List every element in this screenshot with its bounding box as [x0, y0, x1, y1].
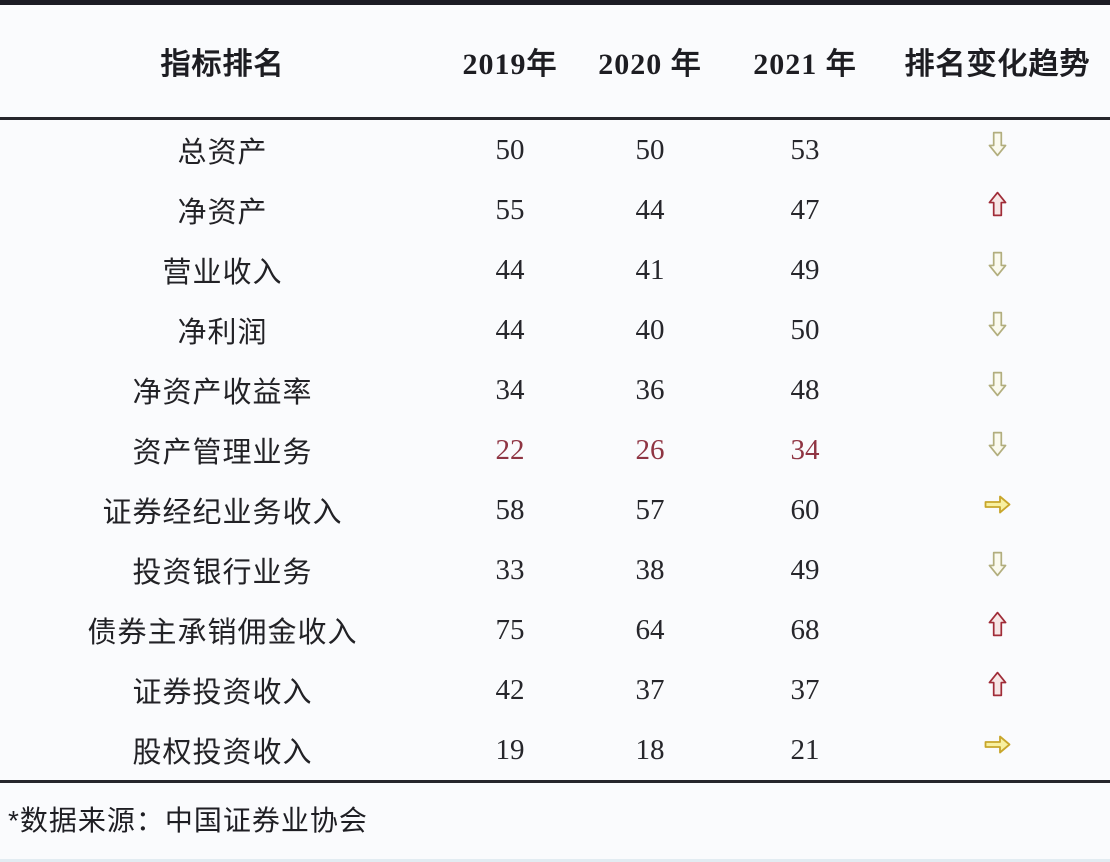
rank-2019-value: 50 — [495, 133, 525, 166]
rank-2021-value: 49 — [790, 253, 820, 286]
rank-2021-value: 60 — [790, 493, 820, 526]
trend-cell — [885, 191, 1110, 223]
table-row: 总资产 50 50 53 — [0, 120, 1110, 180]
trend-cell — [885, 735, 1110, 760]
row-indicator-label: 净资产收益率 — [132, 377, 313, 409]
rank-2019-value: 44 — [495, 253, 525, 286]
down-arrow-icon — [988, 251, 1007, 277]
rank-2020-value: 18 — [635, 733, 665, 766]
down-arrow-icon — [988, 131, 1007, 157]
rank-2019-value: 44 — [495, 313, 525, 346]
down-arrow-icon — [988, 431, 1007, 457]
top-border-strip — [0, 0, 1110, 5]
rank-2020-value: 64 — [635, 613, 665, 646]
trend-cell — [885, 311, 1110, 343]
rank-2019-value: 22 — [495, 433, 525, 466]
rank-2019-value: 42 — [495, 673, 525, 706]
table-row: 股权投资收入 19 18 21 — [0, 720, 1110, 780]
rank-2020-value: 40 — [635, 313, 665, 346]
trend-cell — [885, 671, 1110, 703]
down-arrow-icon — [988, 551, 1007, 577]
up-arrow-icon — [988, 191, 1007, 217]
trend-cell — [885, 371, 1110, 403]
table-row: 营业收入 44 41 49 — [0, 240, 1110, 300]
rank-2021-value: 34 — [790, 433, 820, 466]
row-indicator-label: 股权投资收入 — [132, 737, 313, 769]
up-arrow-icon — [988, 671, 1007, 697]
table-row: 证券经纪业务收入 58 57 60 — [0, 480, 1110, 540]
table-header-row: 指标排名 2019年 2020 年 2021 年 排名变化趋势 — [0, 5, 1110, 120]
bottom-border-strip — [0, 859, 1110, 862]
trend-cell — [885, 495, 1110, 520]
table-row: 净资产收益率 34 36 48 — [0, 360, 1110, 420]
table-row: 净资产 55 44 47 — [0, 180, 1110, 240]
rank-2021-value: 50 — [790, 313, 820, 346]
table-row: 投资银行业务 33 38 49 — [0, 540, 1110, 600]
rank-2020-value: 44 — [635, 193, 665, 226]
row-indicator-label: 总资产 — [177, 137, 268, 169]
rank-2019-value: 33 — [495, 553, 525, 586]
table-footer: *数据来源：中国证券业协会 — [0, 780, 1110, 855]
rank-2020-value: 37 — [635, 673, 665, 706]
row-indicator-label: 债券主承销佣金收入 — [87, 617, 358, 649]
header-trend: 排名变化趋势 — [904, 48, 1091, 81]
table-row: 净利润 44 40 50 — [0, 300, 1110, 360]
row-indicator-label: 资产管理业务 — [132, 437, 313, 469]
right-arrow-icon — [984, 735, 1011, 753]
trend-cell — [885, 551, 1110, 583]
rank-2019-value: 34 — [495, 373, 525, 406]
table-body: 总资产 50 50 53 净资产 55 44 47 营业收入 44 41 49 … — [0, 120, 1110, 780]
rank-2021-value: 48 — [790, 373, 820, 406]
table-row: 债券主承销佣金收入 75 64 68 — [0, 600, 1110, 660]
header-2021: 2021 年 — [753, 48, 857, 81]
header-2019: 2019年 — [462, 48, 558, 81]
rank-2019-value: 75 — [495, 613, 525, 646]
right-arrow-icon — [984, 495, 1011, 513]
rank-2021-value: 49 — [790, 553, 820, 586]
rank-2019-value: 55 — [495, 193, 525, 226]
table-row: 资产管理业务 22 26 34 — [0, 420, 1110, 480]
trend-cell — [885, 431, 1110, 463]
rank-2020-value: 26 — [635, 433, 665, 466]
row-indicator-label: 证券经纪业务收入 — [102, 497, 343, 529]
rank-2020-value: 36 — [635, 373, 665, 406]
rank-2021-value: 53 — [790, 133, 820, 166]
rank-2020-value: 38 — [635, 553, 665, 586]
row-indicator-label: 证券投资收入 — [132, 677, 313, 709]
trend-cell — [885, 611, 1110, 643]
rank-2021-value: 21 — [790, 733, 820, 766]
rank-2021-value: 37 — [790, 673, 820, 706]
data-source-note: *数据来源：中国证券业协会 — [8, 805, 368, 836]
header-2020: 2020 年 — [598, 48, 702, 81]
up-arrow-icon — [988, 611, 1007, 637]
table-row: 证券投资收入 42 37 37 — [0, 660, 1110, 720]
row-indicator-label: 净资产 — [177, 197, 268, 229]
trend-cell — [885, 251, 1110, 283]
down-arrow-icon — [988, 311, 1007, 337]
rank-2019-value: 58 — [495, 493, 525, 526]
down-arrow-icon — [988, 371, 1007, 397]
row-indicator-label: 净利润 — [177, 317, 268, 349]
rank-2020-value: 57 — [635, 493, 665, 526]
row-indicator-label: 营业收入 — [162, 257, 283, 289]
rank-2019-value: 19 — [495, 733, 525, 766]
header-indicator: 指标排名 — [160, 48, 285, 81]
rank-2021-value: 47 — [790, 193, 820, 226]
rank-2020-value: 50 — [635, 133, 665, 166]
row-indicator-label: 投资银行业务 — [132, 557, 313, 589]
trend-cell — [885, 131, 1110, 163]
rank-2020-value: 41 — [635, 253, 665, 286]
rank-2021-value: 68 — [790, 613, 820, 646]
